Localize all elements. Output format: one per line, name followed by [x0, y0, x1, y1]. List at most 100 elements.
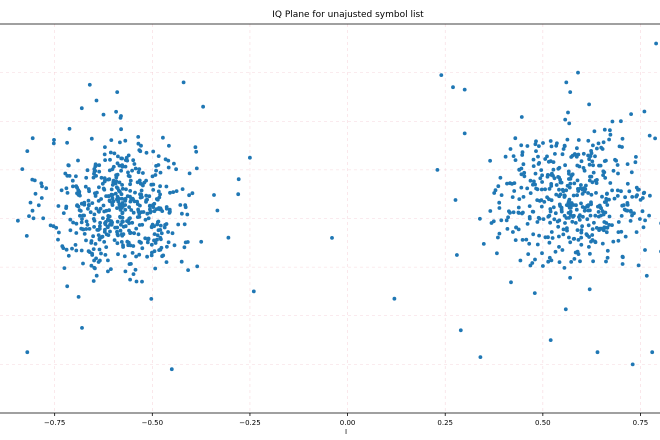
scatter-point [586, 191, 590, 195]
scatter-point [186, 268, 191, 272]
scatter-point [248, 155, 252, 160]
scatter-point [508, 147, 513, 151]
scatter-point [85, 222, 90, 227]
scatter-point [605, 255, 610, 260]
scatter-point [588, 208, 592, 213]
scatter-point [566, 200, 571, 205]
scatter-point [126, 170, 130, 175]
scatter-point [620, 136, 625, 141]
scatter-point [151, 188, 156, 192]
scatter-point [112, 151, 117, 156]
scatter-point [439, 73, 444, 77]
scatter-point [589, 202, 593, 207]
scatter-point [108, 229, 112, 234]
scatter-point [114, 175, 119, 180]
scatter-point [119, 192, 124, 197]
scatter-point [164, 222, 169, 226]
scatter-point [519, 143, 524, 148]
scatter-point [526, 252, 531, 256]
scatter-point [602, 170, 607, 175]
scatter-point [89, 263, 94, 268]
scatter-point [179, 259, 184, 264]
scatter-point [525, 186, 530, 191]
scatter-point [114, 109, 118, 114]
scatter-point [149, 253, 154, 258]
scatter-point [620, 254, 625, 259]
scatter-point [572, 181, 577, 186]
scatter-point [123, 138, 128, 143]
scatter-point [568, 177, 573, 181]
scatter-point [636, 263, 641, 268]
scatter-point [133, 267, 138, 272]
scatter-point [166, 165, 171, 170]
scatter-point [107, 208, 111, 213]
scatter-point [145, 211, 150, 216]
scatter-point [548, 220, 552, 225]
scatter-point [131, 272, 136, 276]
scatter-point [91, 247, 96, 252]
scatter-point [100, 181, 105, 186]
scatter-point [79, 248, 84, 253]
scatter-point [539, 187, 544, 192]
scatter-point [588, 251, 592, 256]
scatter-point [521, 210, 525, 215]
scatter-point [557, 260, 562, 264]
scatter-point [134, 226, 139, 231]
scatter-point [593, 154, 597, 159]
scatter-point [638, 217, 642, 221]
scatter-point [610, 223, 614, 228]
scatter-point [528, 263, 533, 268]
scatter-point [98, 220, 102, 225]
scatter-point [212, 193, 216, 197]
scatter-point [586, 223, 591, 228]
scatter-point [603, 210, 608, 215]
scatter-point [157, 195, 162, 200]
scatter-point [630, 195, 635, 199]
scatter-point [633, 160, 638, 165]
scatter-point [106, 269, 110, 274]
scatter-point [627, 189, 632, 194]
scatter-point [579, 201, 583, 206]
scatter-point [109, 138, 114, 143]
x-tick-label: −0.75 [44, 419, 65, 427]
scatter-point [125, 158, 130, 163]
scatter-point [642, 109, 647, 114]
scatter-point [112, 238, 117, 243]
scatter-point [519, 185, 524, 190]
scatter-point [65, 173, 70, 178]
scatter-point [582, 208, 587, 213]
data-points [16, 41, 660, 372]
scatter-point [615, 194, 620, 198]
scatter-point [576, 238, 581, 242]
scatter-point [564, 80, 569, 85]
scatter-point [531, 157, 536, 162]
scatter-point [525, 222, 530, 226]
scatter-point [547, 187, 552, 191]
scatter-point [133, 166, 138, 171]
scatter-point [587, 162, 592, 167]
scatter-point [194, 149, 199, 154]
scatter-point [152, 209, 157, 214]
scatter-point [532, 179, 536, 184]
scatter-point [619, 189, 623, 194]
scatter-point [170, 231, 175, 236]
scatter-point [157, 248, 162, 253]
scatter-point [159, 231, 164, 236]
scatter-point [44, 186, 49, 191]
scatter-point [519, 172, 524, 177]
scatter-point [595, 178, 599, 182]
scatter-point [48, 223, 53, 228]
scatter-point [499, 193, 504, 198]
scatter-point [643, 218, 647, 223]
scatter-point [647, 213, 651, 218]
scatter-point [156, 219, 161, 224]
scatter-point [617, 144, 622, 149]
scatter-point [608, 181, 613, 185]
scatter-point [571, 237, 576, 241]
scatter-point [513, 136, 518, 141]
scatter-point [117, 202, 122, 207]
scatter-point [625, 162, 630, 167]
scatter-point [581, 214, 585, 219]
scatter-point [623, 195, 627, 200]
scatter-point [122, 254, 127, 259]
